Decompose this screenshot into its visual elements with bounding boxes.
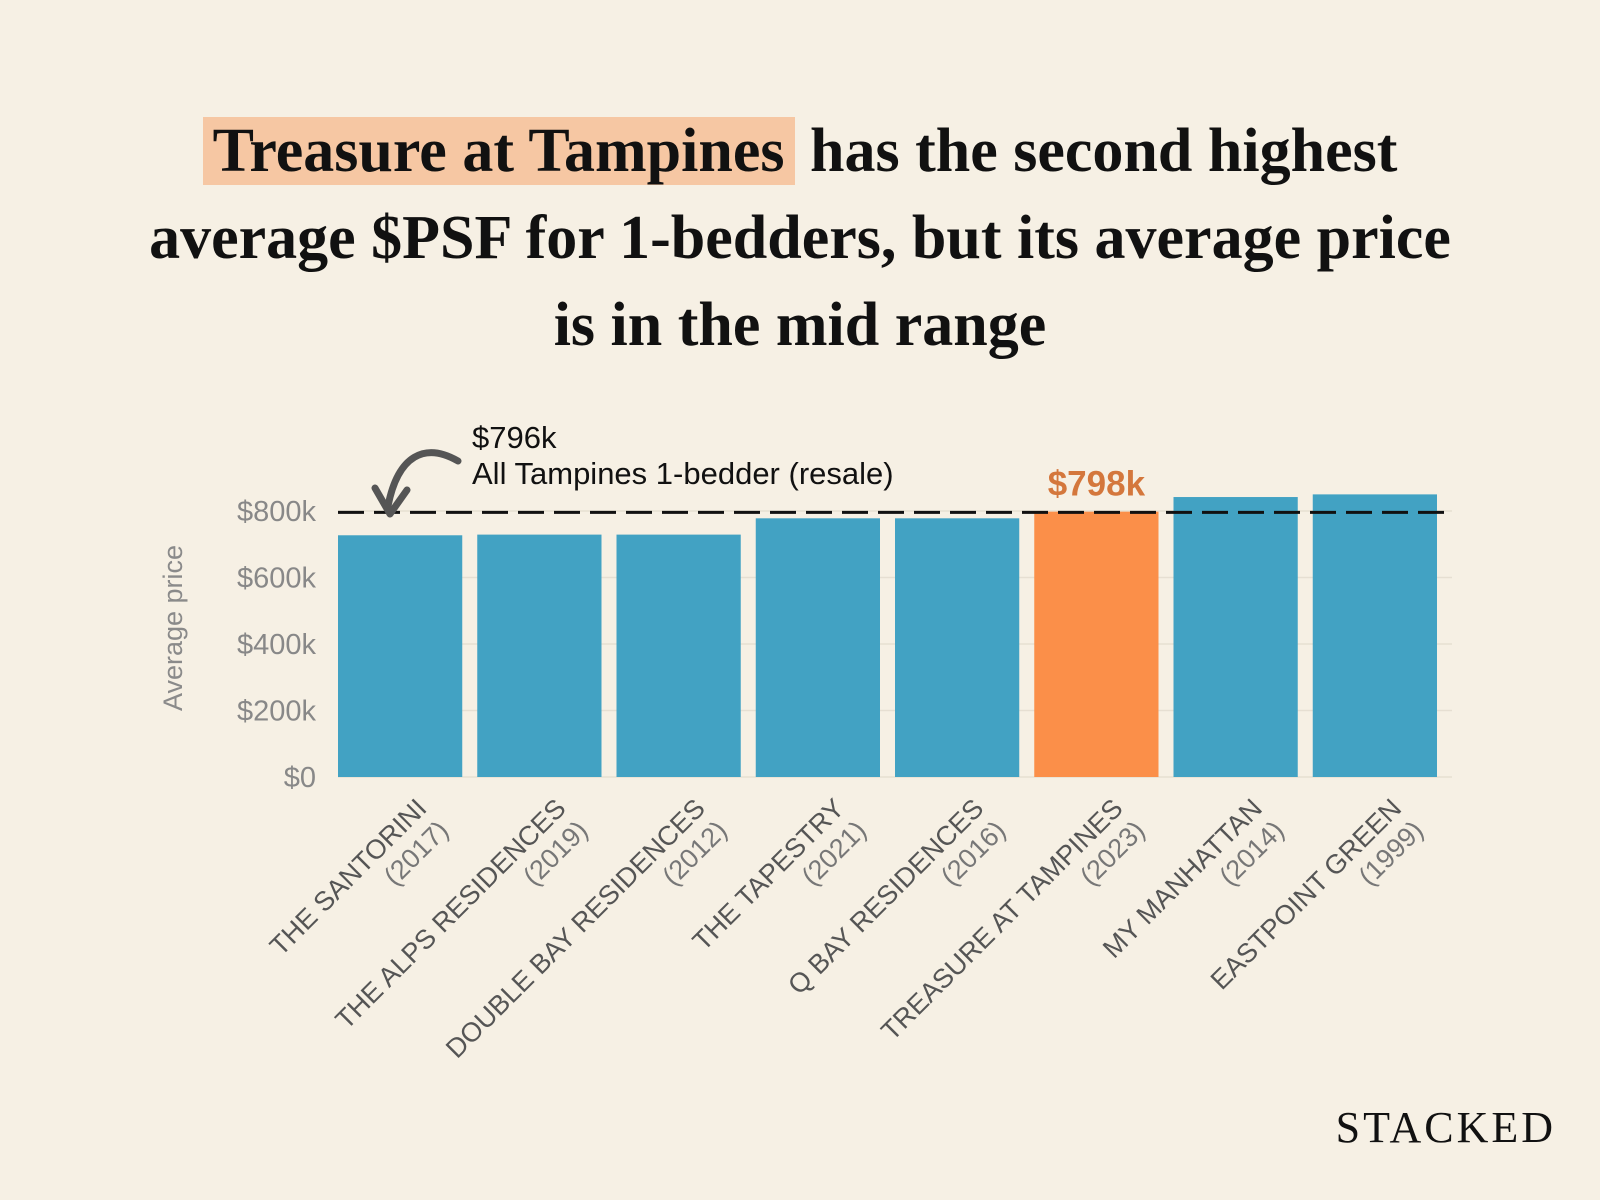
y-tick-label: $200k bbox=[237, 696, 317, 728]
chart-title: Treasure at Tampines has the second high… bbox=[0, 108, 1600, 369]
bar bbox=[1312, 494, 1437, 777]
y-axis: $0 $200k $400k $600k $800k bbox=[237, 496, 317, 794]
reference-value-label: $796k bbox=[472, 420, 557, 455]
brand-logo: STACKED bbox=[1335, 1103, 1556, 1152]
y-tick-label: $800k bbox=[237, 496, 317, 528]
title-highlight: Treasure at Tampines bbox=[202, 117, 795, 185]
arrowhead-icon bbox=[371, 484, 411, 518]
bar bbox=[755, 518, 880, 777]
x-tick-label: THE ALPS RESIDENCES bbox=[330, 793, 572, 1035]
title-line3: is in the mid range bbox=[553, 291, 1047, 359]
bar bbox=[1034, 511, 1159, 777]
bar bbox=[1173, 497, 1298, 777]
reference-text-label: All Tampines 1-bedder (resale) bbox=[472, 456, 894, 491]
bar bbox=[477, 534, 602, 777]
title-line1-rest: has the second highest bbox=[794, 117, 1398, 185]
y-tick-label: $600k bbox=[237, 563, 317, 595]
y-axis-label: Average price bbox=[158, 545, 188, 711]
title-line2: average $PSF for 1-bedders, but its aver… bbox=[149, 204, 1451, 272]
bars bbox=[338, 494, 1437, 777]
curved-arrow-icon bbox=[384, 449, 462, 510]
bar bbox=[338, 535, 463, 777]
y-tick-label: $0 bbox=[284, 762, 316, 794]
bar bbox=[616, 534, 741, 777]
highlight-bar-value-label: $798k bbox=[1048, 465, 1146, 504]
x-axis-labels: THE SANTORINI(2017)THE ALPS RESIDENCES(2… bbox=[264, 793, 1429, 1064]
y-tick-label: $400k bbox=[237, 629, 317, 661]
bar bbox=[895, 518, 1020, 777]
